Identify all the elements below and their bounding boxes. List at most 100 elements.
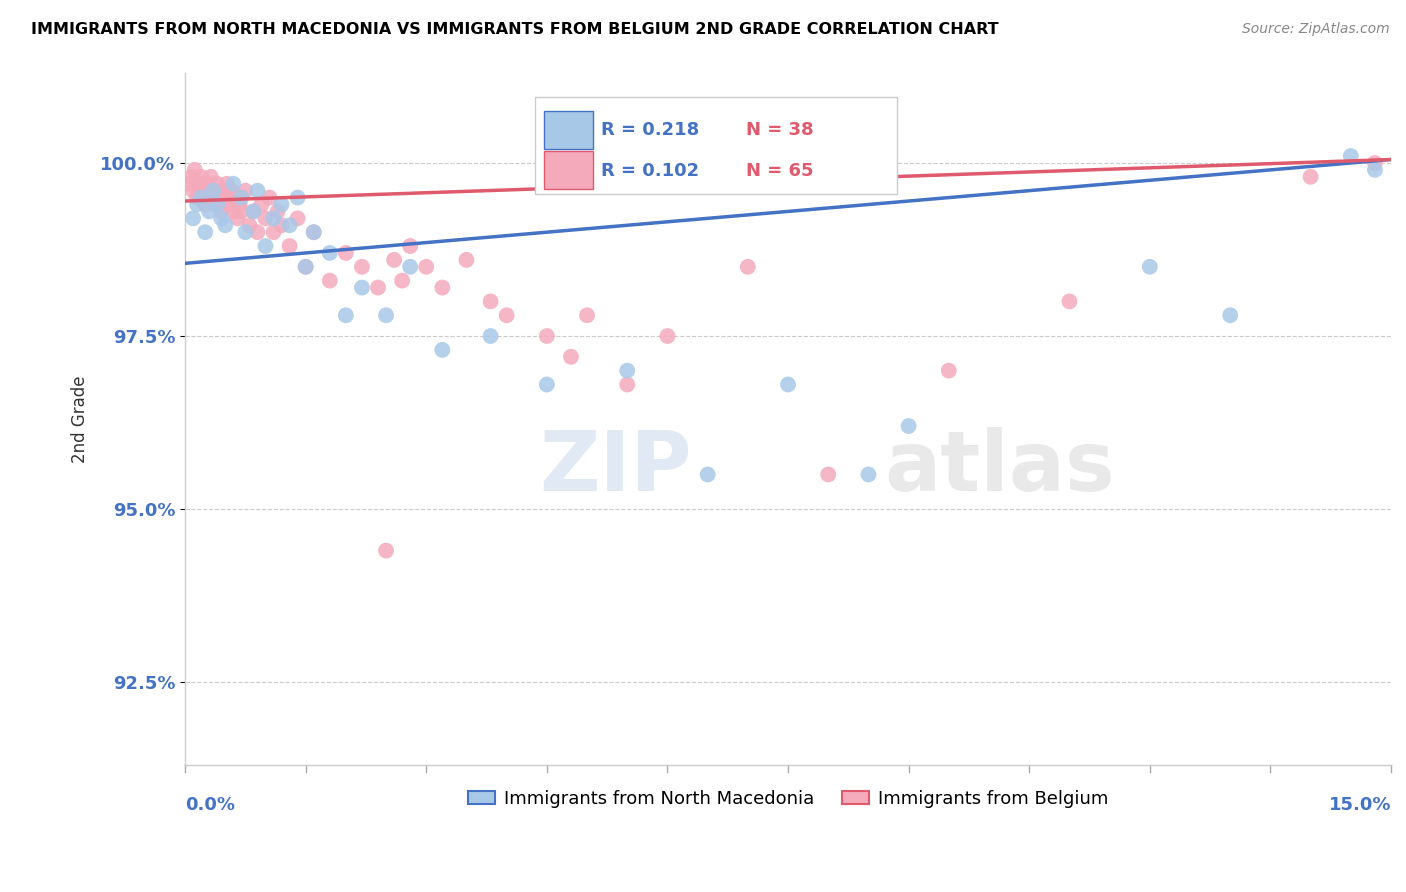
- Point: [294, 260, 316, 274]
- Point: [938, 364, 960, 378]
- Point: [202, 184, 225, 198]
- Point: [1219, 308, 1241, 322]
- Point: [180, 169, 202, 184]
- Point: [270, 197, 292, 211]
- Point: [254, 211, 277, 226]
- Point: [242, 204, 264, 219]
- Point: [202, 184, 225, 198]
- Point: [207, 177, 229, 191]
- Legend: Immigrants from North Macedonia, Immigrants from Belgium: Immigrants from North Macedonia, Immigra…: [461, 782, 1115, 815]
- Point: [231, 204, 253, 219]
- FancyBboxPatch shape: [534, 97, 897, 194]
- Point: [214, 191, 236, 205]
- Point: [287, 191, 309, 205]
- Point: [209, 204, 232, 219]
- Point: [432, 343, 454, 357]
- Point: [229, 197, 252, 211]
- Point: [250, 197, 273, 211]
- Text: R = 0.218: R = 0.218: [602, 121, 699, 139]
- Point: [191, 184, 214, 198]
- Point: [186, 191, 208, 205]
- Point: [576, 308, 599, 322]
- Point: [858, 467, 880, 482]
- Text: 0.0%: 0.0%: [186, 797, 235, 814]
- Point: [215, 177, 238, 191]
- Point: [183, 162, 205, 177]
- Point: [266, 204, 288, 219]
- Point: [897, 419, 920, 434]
- Text: R = 0.102: R = 0.102: [602, 162, 699, 180]
- Point: [209, 211, 232, 226]
- Point: [218, 197, 240, 211]
- Point: [235, 184, 257, 198]
- Point: [181, 184, 204, 198]
- Point: [207, 197, 229, 211]
- Point: [190, 169, 212, 184]
- Point: [375, 308, 398, 322]
- Point: [399, 239, 422, 253]
- Point: [335, 308, 357, 322]
- Point: [1299, 169, 1322, 184]
- Point: [226, 211, 249, 226]
- Point: [616, 364, 638, 378]
- Point: [415, 260, 437, 274]
- Point: [194, 225, 217, 239]
- Point: [270, 219, 292, 233]
- Text: ZIP: ZIP: [538, 427, 692, 508]
- Text: N = 38: N = 38: [745, 121, 814, 139]
- Point: [212, 184, 235, 198]
- Point: [495, 308, 517, 322]
- Point: [776, 377, 799, 392]
- Point: [246, 225, 269, 239]
- Point: [263, 211, 285, 226]
- Point: [817, 467, 839, 482]
- Point: [238, 219, 260, 233]
- Point: [1139, 260, 1161, 274]
- Point: [1340, 149, 1362, 163]
- Point: [287, 211, 309, 226]
- Point: [350, 280, 373, 294]
- Point: [278, 239, 301, 253]
- Point: [222, 204, 245, 219]
- Point: [536, 377, 558, 392]
- Point: [198, 191, 221, 205]
- Point: [198, 204, 221, 219]
- Point: [319, 246, 342, 260]
- Point: [382, 252, 405, 267]
- FancyBboxPatch shape: [544, 111, 593, 149]
- Point: [1059, 294, 1081, 309]
- Text: 15.0%: 15.0%: [1329, 797, 1391, 814]
- Point: [235, 225, 257, 239]
- Point: [263, 225, 285, 239]
- Point: [1364, 162, 1386, 177]
- Point: [231, 191, 253, 205]
- Point: [432, 280, 454, 294]
- Point: [657, 329, 679, 343]
- Point: [456, 252, 478, 267]
- Point: [696, 467, 718, 482]
- Point: [335, 246, 357, 260]
- Text: N = 65: N = 65: [745, 162, 813, 180]
- Point: [536, 329, 558, 343]
- Point: [221, 184, 243, 198]
- Point: [242, 204, 264, 219]
- Text: Source: ZipAtlas.com: Source: ZipAtlas.com: [1241, 22, 1389, 37]
- Point: [302, 225, 325, 239]
- Point: [222, 177, 245, 191]
- Point: [224, 191, 246, 205]
- Point: [399, 260, 422, 274]
- Point: [560, 350, 582, 364]
- Point: [181, 211, 204, 226]
- Point: [200, 169, 222, 184]
- Point: [319, 274, 342, 288]
- Y-axis label: 2nd Grade: 2nd Grade: [72, 376, 89, 463]
- Point: [197, 177, 219, 191]
- Point: [208, 191, 231, 205]
- Point: [302, 225, 325, 239]
- FancyBboxPatch shape: [544, 151, 593, 188]
- Point: [375, 543, 398, 558]
- Point: [186, 197, 208, 211]
- Point: [294, 260, 316, 274]
- Point: [479, 329, 502, 343]
- Point: [190, 191, 212, 205]
